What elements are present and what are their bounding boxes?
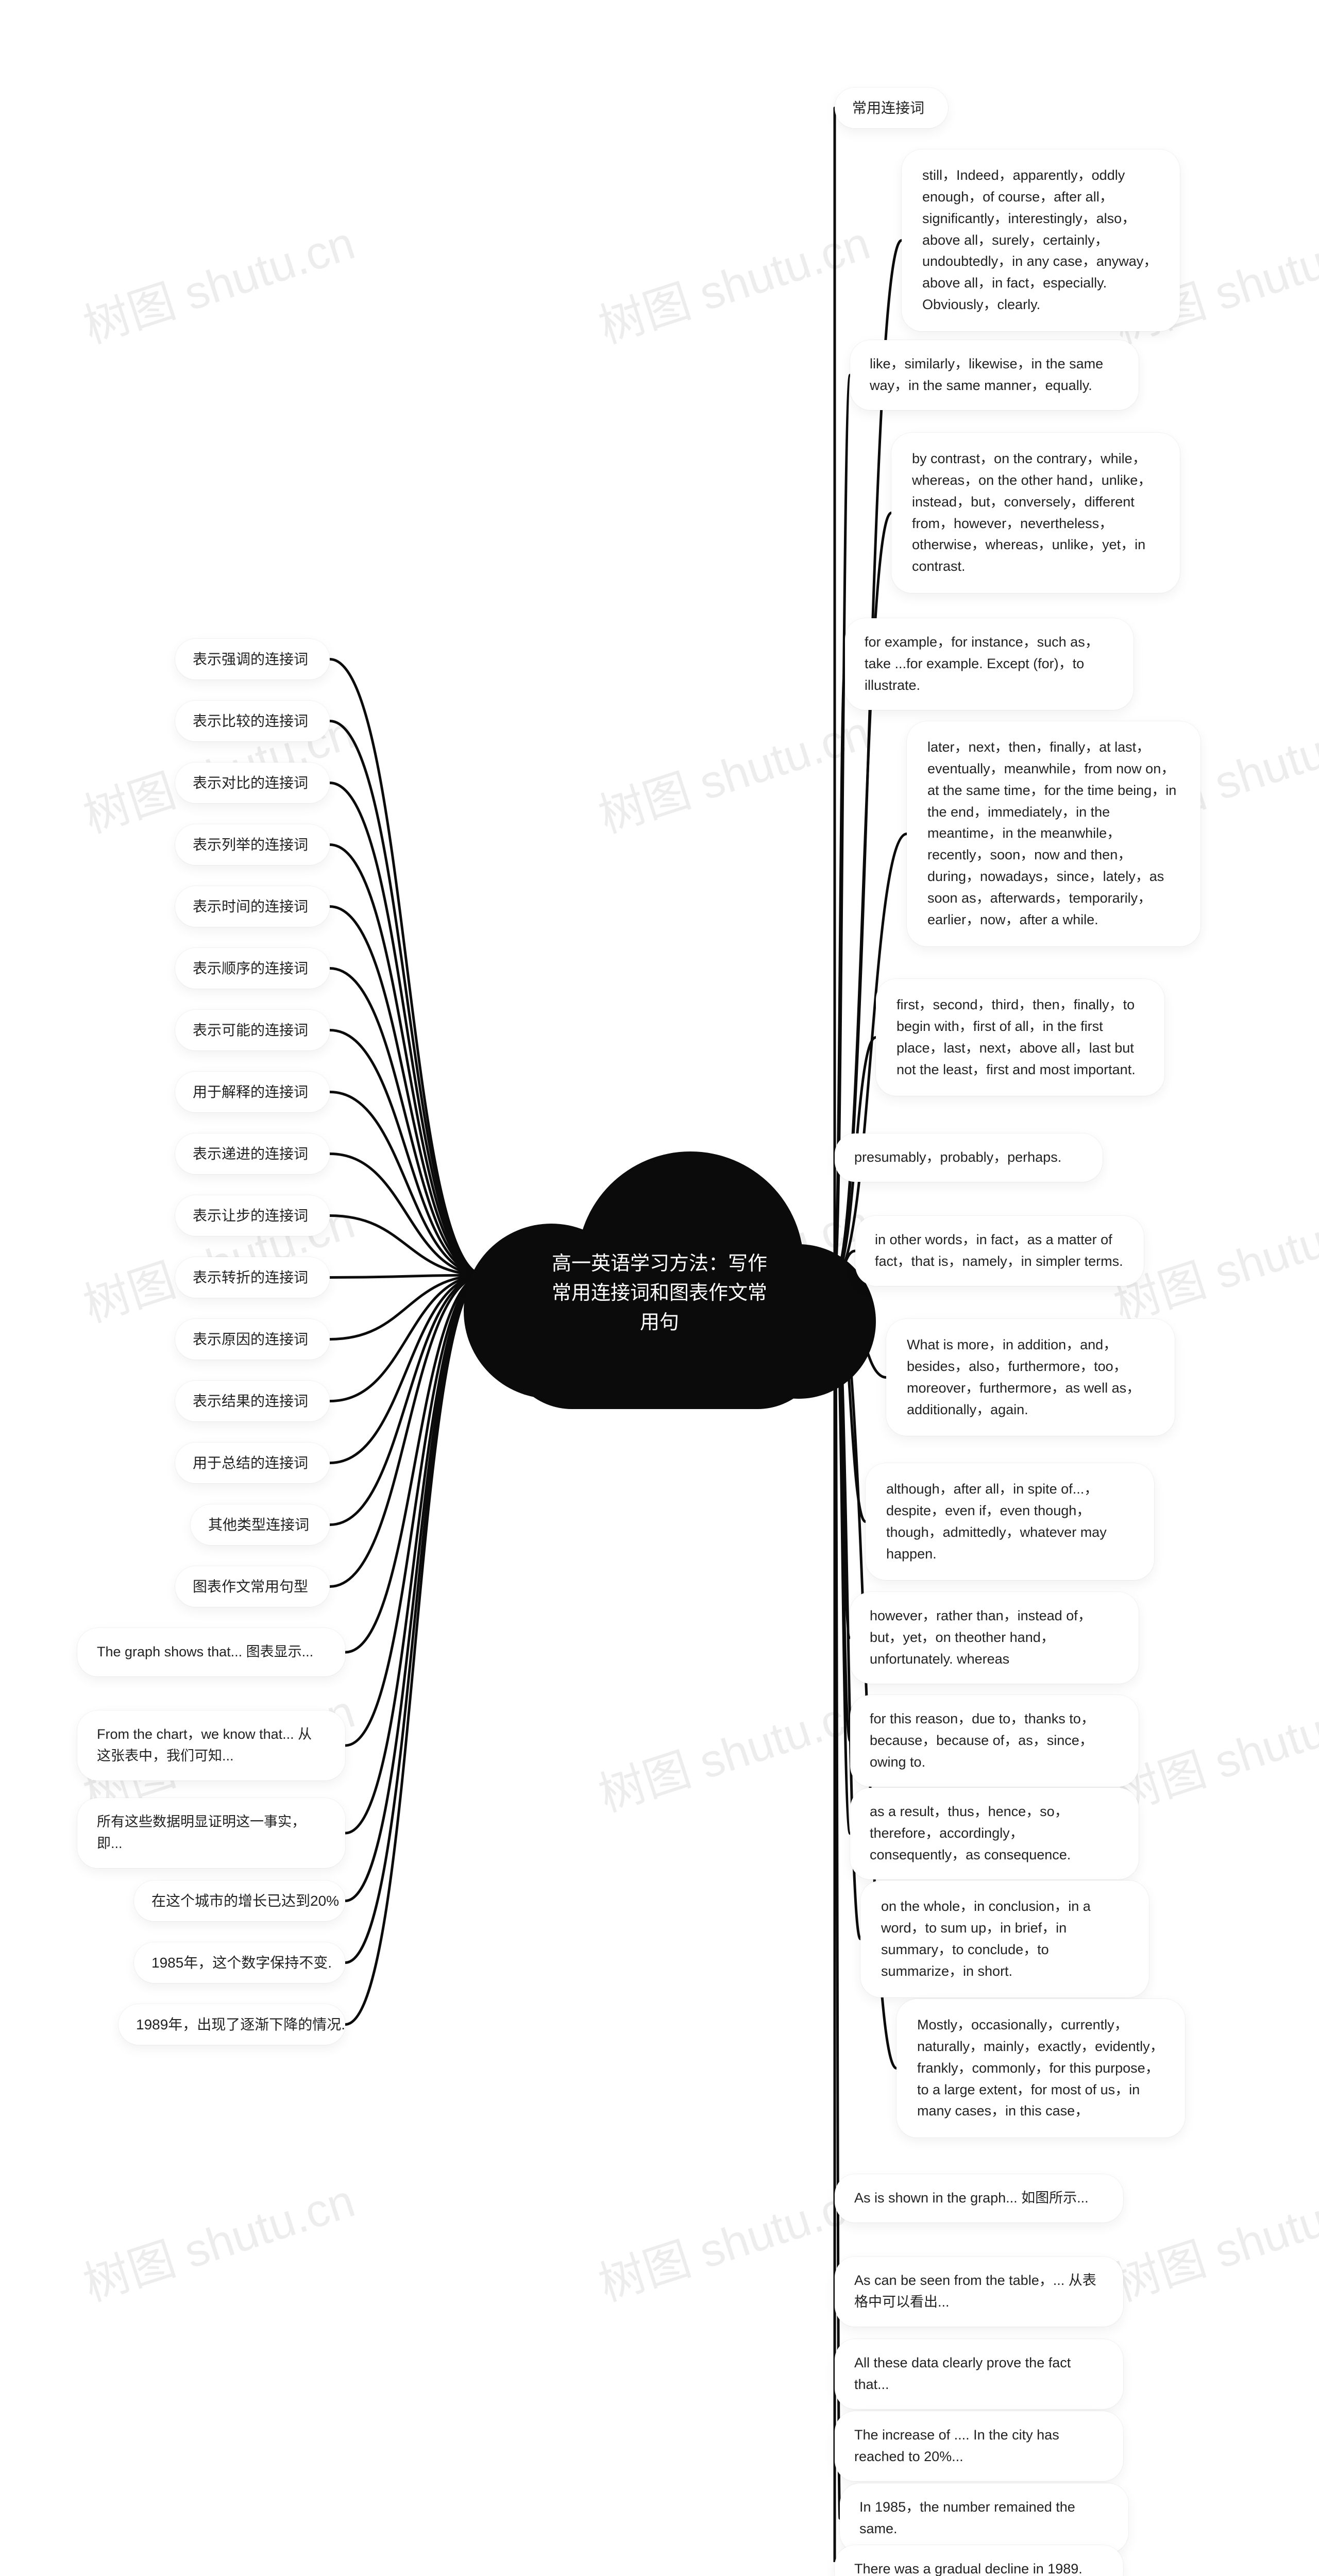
left-node: 表示结果的连接词 xyxy=(175,1381,330,1421)
watermark: 树图 shutu.cn xyxy=(589,2163,877,2314)
left-node: 在这个城市的增长已达到20% xyxy=(134,1880,345,1921)
central-cloud: 高一英语学习方法：写作常用连接词和图表作文常用句 xyxy=(464,1141,855,1409)
left-node: 表示强调的连接词 xyxy=(175,639,330,680)
central-title: 高一英语学习方法：写作常用连接词和图表作文常用句 xyxy=(526,1249,793,1337)
left-node: 其他类型连接词 xyxy=(191,1504,330,1545)
watermark: 树图 shutu.cn xyxy=(74,2163,362,2314)
right-node: Mostly，occasionally，currently，naturally，… xyxy=(897,1999,1185,2138)
right-node: in other words，in fact，as a matter of fa… xyxy=(855,1216,1144,1286)
left-node: 表示对比的连接词 xyxy=(175,762,330,803)
right-node: In 1985，the number remained the same. xyxy=(840,2483,1128,2553)
watermark: 树图 shutu.cn xyxy=(1104,2163,1319,2314)
left-node: 用于解释的连接词 xyxy=(175,1072,330,1112)
right-node: presumably，probably，perhaps. xyxy=(835,1133,1103,1182)
left-node: 用于总结的连接词 xyxy=(175,1443,330,1483)
right-node: still，Indeed，apparently，oddly enough，of … xyxy=(902,149,1180,331)
left-node: 表示让步的连接词 xyxy=(175,1195,330,1236)
right-node: like，similarly，likewise，in the same way，… xyxy=(850,340,1139,410)
right-node: for example，for instance，such as，take ..… xyxy=(845,618,1134,710)
right-node: although，after all，in spite of...，despit… xyxy=(866,1463,1154,1580)
right-node: The increase of .... In the city has rea… xyxy=(835,2411,1123,2481)
left-node: 1989年，出现了逐渐下降的情况. xyxy=(119,2004,345,2045)
watermark: 树图 shutu.cn xyxy=(589,1674,877,1824)
right-node: As is shown in the graph... 如图所示... xyxy=(835,2174,1123,2223)
left-node: 表示列举的连接词 xyxy=(175,824,330,865)
left-node: 所有这些数据明显证明这一事实，即... xyxy=(77,1798,345,1868)
right-node: for this reason，due to，thanks to，because… xyxy=(850,1695,1139,1787)
left-node: 图表作文常用句型 xyxy=(175,1566,330,1607)
right-node: first，second，third，then，finally，to begin… xyxy=(876,979,1164,1096)
watermark: 树图 shutu.cn xyxy=(589,695,877,845)
left-node: 表示可能的连接词 xyxy=(175,1010,330,1050)
left-node: 表示递进的连接词 xyxy=(175,1133,330,1174)
right-node: as a result，thus，hence，so，therefore，acco… xyxy=(850,1788,1139,1879)
right-node: by contrast，on the contrary，while，wherea… xyxy=(891,433,1180,593)
right-node: There was a gradual decline in 1989. xyxy=(835,2545,1123,2576)
right-node: on the whole，in conclusion，in a word，to … xyxy=(860,1880,1149,1997)
left-node: 表示时间的连接词 xyxy=(175,886,330,927)
right-node: 常用连接词 xyxy=(835,88,948,128)
right-node: however，rather than，instead of，but，yet，o… xyxy=(850,1592,1139,1684)
left-node: 表示原因的连接词 xyxy=(175,1319,330,1360)
right-node: As can be seen from the table，... 从表格中可以… xyxy=(835,2257,1123,2327)
diagram-canvas: 树图 shutu.cn 树图 shutu.cn 树图 shutu.cn 树图 shut… xyxy=(0,0,1319,2562)
right-node: What is more，in addition，and，besides，als… xyxy=(886,1319,1175,1436)
left-node: From the chart，we know that... 从这张表中，我们可… xyxy=(77,1710,345,1781)
left-node: 表示顺序的连接词 xyxy=(175,948,330,989)
left-node: The graph shows that... 图表显示... xyxy=(77,1628,345,1676)
watermark: 树图 shutu.cn xyxy=(589,206,877,356)
left-node: 表示转折的连接词 xyxy=(175,1257,330,1298)
watermark: 树图 shutu.cn xyxy=(74,206,362,356)
left-node: 表示比较的连接词 xyxy=(175,701,330,741)
right-node: later，next，then，finally，at last，eventual… xyxy=(907,721,1200,946)
right-node: All these data clearly prove the fact th… xyxy=(835,2339,1123,2409)
left-node: 1985年，这个数字保持不变. xyxy=(134,1942,345,1983)
